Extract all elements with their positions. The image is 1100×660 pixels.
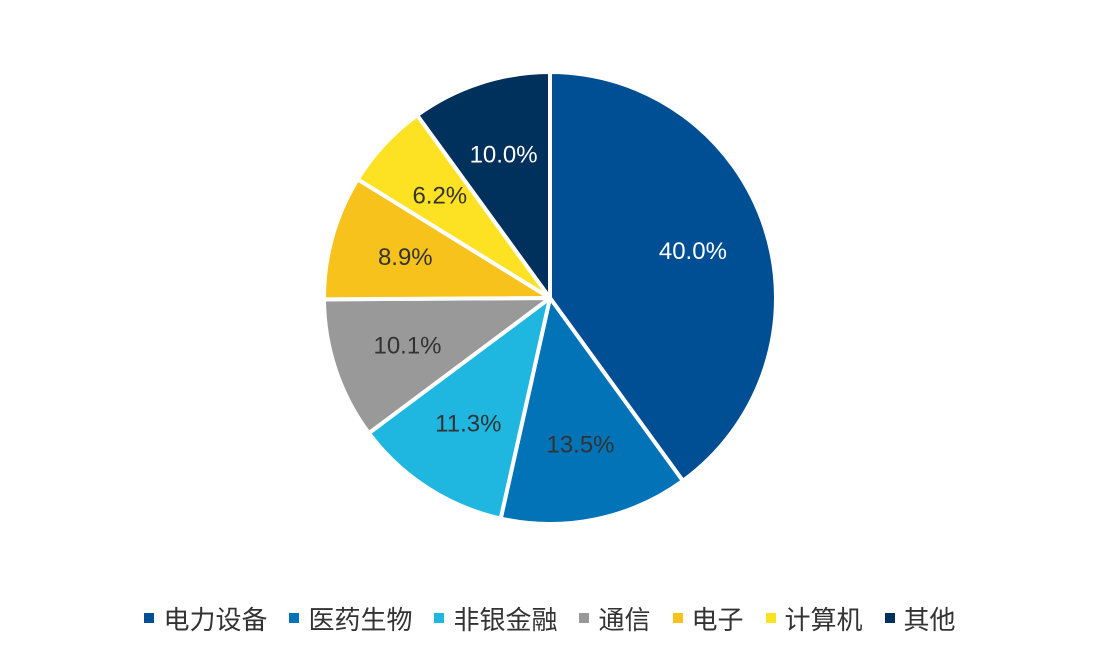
legend-item-5: 电子 (672, 600, 744, 637)
legend-swatch-icon (579, 613, 590, 623)
pie-data-label-3: 11.3% (435, 411, 501, 438)
pie-data-label-5: 8.9% (378, 244, 433, 271)
pie-data-label-1: 40.0% (659, 238, 727, 265)
pie-slice-2 (498, 296, 685, 526)
pie-slice-3 (366, 296, 552, 521)
legend-label: 其他 (903, 605, 956, 636)
pie-slice-1 (548, 70, 778, 483)
pie-data-labels: 40.0% 13.5% 11.3% 10.1% 8.9% 6.2%10.0% (373, 142, 726, 459)
pie-data-label-6: 6.2% (412, 182, 467, 209)
legend-label: 通信 (598, 605, 651, 636)
legend-item-3: 非银金融 (434, 600, 557, 637)
pie-slice-5 (321, 177, 552, 302)
legend-swatch-icon (289, 613, 300, 623)
pie-slice-4 (322, 296, 552, 436)
legend-item-2: 医药生物 (289, 600, 412, 637)
legend-swatch-icon (765, 613, 776, 623)
legend-item-6: 计算机 (765, 600, 863, 637)
legend-swatch-icon (884, 613, 895, 623)
legend-swatch-icon (672, 613, 683, 623)
legend-item-4: 通信 (579, 600, 651, 637)
legend-label: 非银金融 (453, 605, 558, 636)
chart-legend: 电力设备 医药生物 非银金融 通信 电子 计算机 其他 (0, 598, 1100, 638)
pie-data-label-7: 10.0% (470, 142, 538, 169)
legend-swatch-icon (144, 613, 155, 623)
legend-label: 计算机 (784, 605, 863, 636)
legend-item-1: 电力设备 (144, 600, 267, 637)
pie-data-label-4: 10.1% (373, 332, 441, 359)
pie-slice-7 (415, 70, 552, 300)
legend-label: 医药生物 (308, 605, 413, 636)
legend-label: 电力设备 (163, 605, 268, 636)
pie-slices (321, 70, 778, 526)
legend-item-7: 其他 (884, 600, 956, 637)
pie-data-label-2: 13.5% (546, 432, 614, 459)
legend-label: 电子 (691, 605, 744, 636)
legend-swatch-icon (434, 613, 445, 623)
